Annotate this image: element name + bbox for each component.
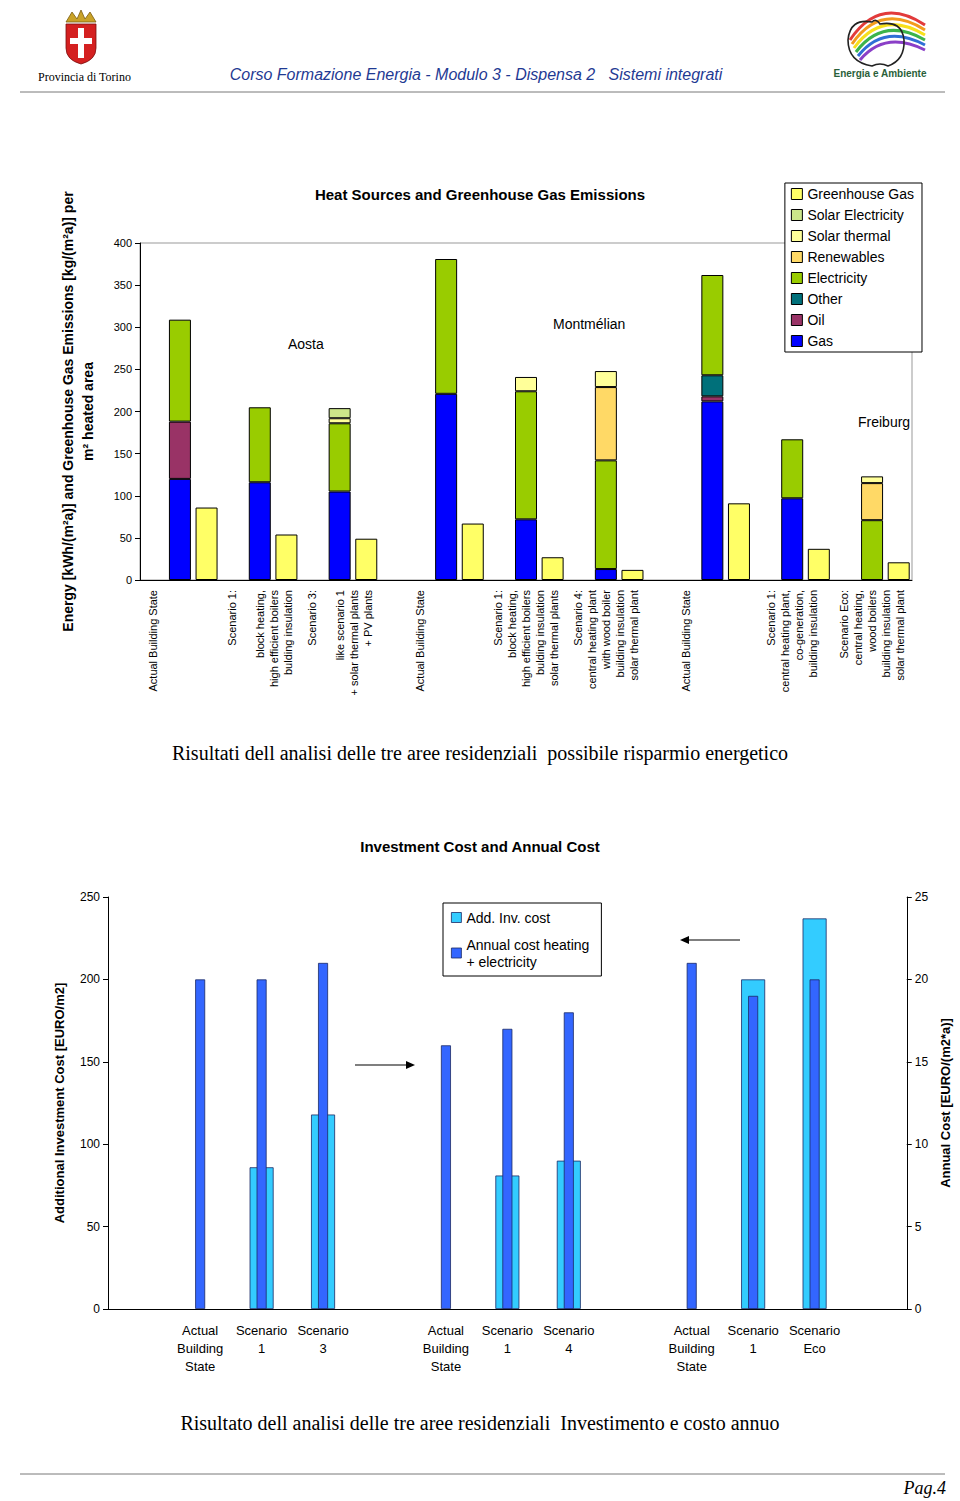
svg-text:25: 25 — [915, 890, 929, 904]
svg-text:Scenario 1:: Scenario 1: — [765, 590, 777, 646]
svg-text:building insulation: building insulation — [880, 590, 892, 677]
svg-text:250: 250 — [114, 363, 132, 375]
svg-text:Scenario 1:: Scenario 1: — [492, 590, 504, 646]
svg-text:50: 50 — [87, 1220, 101, 1234]
svg-text:central heating plant: central heating plant — [586, 590, 598, 689]
svg-text:+ electricity: + electricity — [466, 954, 536, 970]
svg-text:Freiburg: Freiburg — [858, 414, 910, 430]
svg-text:Add. Inv. cost: Add. Inv. cost — [466, 910, 550, 926]
svg-text:Additional Investment Cost [EU: Additional Investment Cost [EURO/m2] — [52, 983, 67, 1224]
svg-text:Actual Building State: Actual Building State — [680, 590, 692, 692]
svg-text:150: 150 — [80, 1055, 100, 1069]
svg-text:Actual: Actual — [428, 1323, 464, 1338]
svg-text:State: State — [185, 1359, 215, 1374]
svg-text:Montmélian: Montmélian — [553, 316, 625, 332]
svg-text:10: 10 — [915, 1137, 929, 1151]
svg-text:100: 100 — [114, 490, 132, 502]
svg-text:Annual Cost [EURO/(m2*a)]: Annual Cost [EURO/(m2*a)] — [938, 1018, 953, 1188]
svg-text:like scenario 1: like scenario 1 — [334, 590, 346, 660]
svg-text:Annual cost heating: Annual cost heating — [466, 937, 589, 953]
svg-text:Solar Electricity: Solar Electricity — [807, 207, 903, 223]
svg-text:1: 1 — [258, 1341, 265, 1356]
svg-text:Scenario 4:: Scenario 4: — [572, 590, 584, 646]
svg-text:central heating,: central heating, — [852, 590, 864, 665]
svg-text:high efficient boilers: high efficient boilers — [520, 590, 532, 688]
svg-text:Greenhouse Gas: Greenhouse Gas — [807, 186, 914, 202]
svg-text:Scenario: Scenario — [297, 1323, 348, 1338]
svg-text:wood boilers: wood boilers — [866, 590, 878, 653]
svg-text:+ PV plants: + PV plants — [362, 590, 374, 647]
svg-text:Oil: Oil — [807, 312, 824, 328]
svg-text:Scenario: Scenario — [236, 1323, 287, 1338]
svg-text:bulding insulation: bulding insulation — [282, 590, 294, 675]
svg-text:20: 20 — [915, 972, 929, 986]
html-text:Corso Formazione Energia - Mod: Corso Formazione Energia - Modulo 3 - Di… — [229, 66, 723, 83]
svg-text:1: 1 — [504, 1341, 511, 1356]
svg-text:Eco: Eco — [803, 1341, 825, 1356]
svg-text:Scenario: Scenario — [727, 1323, 778, 1338]
svg-text:Aosta: Aosta — [288, 336, 324, 352]
svg-text:50: 50 — [120, 532, 132, 544]
svg-text:State: State — [677, 1359, 707, 1374]
svg-text:300: 300 — [114, 321, 132, 333]
svg-text:solar thermal plant: solar thermal plant — [894, 590, 906, 681]
svg-text:+ solar thermal plants: + solar thermal plants — [348, 590, 360, 696]
svg-text:15: 15 — [915, 1055, 929, 1069]
svg-text:400: 400 — [114, 237, 132, 249]
svg-text:Scenario: Scenario — [543, 1323, 594, 1338]
svg-text:Heat Sources and Greenhouse Ga: Heat Sources and Greenhouse Gas Emission… — [315, 186, 645, 203]
svg-text:100: 100 — [80, 1137, 100, 1151]
svg-text:150: 150 — [114, 448, 132, 460]
svg-text:Actual Building State: Actual Building State — [414, 590, 426, 692]
svg-text:building insulation: building insulation — [614, 590, 626, 677]
svg-text:Electricity: Electricity — [807, 270, 867, 286]
svg-text:200: 200 — [114, 406, 132, 418]
html-text:Provincia di Torino: Provincia di Torino — [38, 70, 131, 84]
svg-text:bulding insulation: bulding insulation — [534, 590, 546, 675]
svg-text:Scenario Eco:: Scenario Eco: — [838, 590, 850, 658]
svg-text:Other: Other — [807, 291, 842, 307]
svg-text:Building: Building — [423, 1341, 469, 1356]
svg-text:Actual: Actual — [182, 1323, 218, 1338]
svg-text:block heating,: block heating, — [506, 590, 518, 658]
svg-text:Gas: Gas — [807, 333, 833, 349]
svg-text:Building: Building — [669, 1341, 715, 1356]
svg-text:Scenario: Scenario — [789, 1323, 840, 1338]
svg-text:Scenario: Scenario — [482, 1323, 533, 1338]
svg-text:0: 0 — [915, 1302, 922, 1316]
svg-text:Solar thermal: Solar thermal — [807, 228, 890, 244]
svg-text:block heating,: block heating, — [254, 590, 266, 658]
svg-text:Scenario 3:: Scenario 3: — [306, 590, 318, 646]
svg-text:4: 4 — [565, 1341, 572, 1356]
svg-text:200: 200 — [80, 972, 100, 986]
html-text:Pag.4: Pag.4 — [903, 1478, 946, 1498]
svg-text:Energy [kWh/(m²a)] and Greenho: Energy [kWh/(m²a)] and Greenhouse Gas Em… — [60, 191, 76, 632]
svg-text:co-generation,: co-generation, — [793, 590, 805, 660]
html-text:Energia e Ambiente: Energia e Ambiente — [833, 68, 927, 79]
svg-text:Renewables: Renewables — [807, 249, 884, 265]
svg-text:with wood boiler: with wood boiler — [600, 590, 612, 670]
svg-text:5: 5 — [915, 1220, 922, 1234]
svg-text:Scenario 1:: Scenario 1: — [226, 590, 238, 646]
svg-text:Investment Cost and Annual Cos: Investment Cost and Annual Cost — [360, 838, 599, 855]
svg-text:m² heated area: m² heated area — [80, 362, 96, 461]
svg-text:3: 3 — [319, 1341, 326, 1356]
svg-text:Building: Building — [177, 1341, 223, 1356]
svg-text:State: State — [431, 1359, 461, 1374]
svg-text:Actual Building State: Actual Building State — [147, 590, 159, 692]
svg-text:1: 1 — [750, 1341, 757, 1356]
html-text:Risultati dell analisi delle t: Risultati dell analisi delle tre aree re… — [172, 742, 788, 764]
svg-text:0: 0 — [93, 1302, 100, 1316]
svg-text:solar thermal plants: solar thermal plants — [548, 590, 560, 686]
svg-text:350: 350 — [114, 279, 132, 291]
svg-text:building insulation: building insulation — [807, 590, 819, 677]
svg-text:250: 250 — [80, 890, 100, 904]
svg-text:0: 0 — [126, 574, 132, 586]
svg-text:central heating plant,: central heating plant, — [779, 590, 791, 692]
html-text:Risultato dell analisi delle t: Risultato dell analisi delle tre aree re… — [180, 1412, 780, 1434]
svg-text:solar thermal plant: solar thermal plant — [628, 590, 640, 681]
svg-text:Actual: Actual — [674, 1323, 710, 1338]
svg-text:high efficient boilers: high efficient boilers — [268, 590, 280, 688]
